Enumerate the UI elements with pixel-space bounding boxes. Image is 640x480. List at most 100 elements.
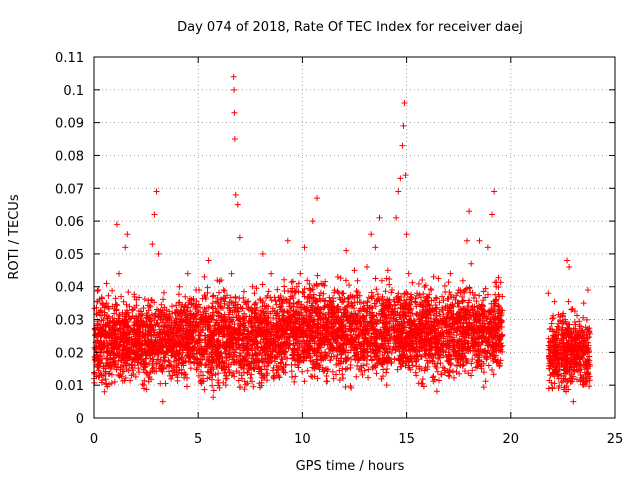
data-point [94,331,101,338]
data-point [115,357,122,364]
data-point [147,303,154,310]
data-point [135,369,142,376]
data-point [155,350,162,357]
data-point [274,286,281,293]
data-point [147,318,154,325]
data-point [128,327,135,334]
data-point [136,343,143,350]
data-point [123,307,130,314]
data-point [91,325,98,332]
data-point [149,342,156,349]
data-point [124,322,131,329]
data-point [145,297,152,304]
data-point [342,277,349,284]
data-point [148,376,155,383]
data-point [104,355,111,362]
data-point [171,366,178,373]
data-point [119,317,126,324]
data-point [383,382,390,389]
data-point [161,337,168,344]
data-point [250,383,257,390]
data-point [151,329,158,336]
data-points [91,73,593,405]
data-point [209,382,216,389]
data-point [446,373,453,380]
data-point [153,360,160,367]
data-point [157,339,164,346]
data-point [162,380,169,387]
data-point [147,369,154,376]
data-point [415,280,422,287]
data-point [173,316,180,323]
data-point [202,362,209,369]
data-point [144,370,151,377]
data-point [153,306,160,313]
data-point [192,356,199,363]
data-point [197,304,204,311]
data-point [165,363,172,370]
data-point [259,281,266,288]
data-point [128,361,135,368]
data-point [136,307,143,314]
data-point [201,305,208,312]
data-point [160,289,167,296]
data-point [131,293,138,300]
data-point [244,370,251,377]
data-point [275,367,282,374]
data-point [141,377,148,384]
data-point [281,276,288,283]
data-point [160,319,167,326]
data-point [268,297,275,304]
data-point [159,343,166,350]
data-point [92,357,99,364]
data-point [386,275,393,282]
data-point [135,336,142,343]
data-point [171,354,178,361]
data-point [152,322,159,329]
data-point [118,334,125,341]
data-point [139,341,146,348]
data-point [122,375,129,382]
data-point [248,371,255,378]
data-point [105,292,112,299]
data-point [379,373,386,380]
data-point [126,347,133,354]
data-point [144,330,151,337]
data-point [292,373,299,380]
data-point [93,345,100,352]
data-point [122,336,129,343]
data-point [174,377,181,384]
data-point [147,341,154,348]
data-point [353,373,360,380]
data-point [165,336,172,343]
data-point [145,307,152,314]
data-point [342,383,349,390]
data-point [141,296,148,303]
data-point [158,309,165,316]
data-point [118,373,125,380]
data-point [167,347,174,354]
data-point [249,283,256,290]
data-point [299,368,306,375]
data-point [161,323,168,330]
data-point [172,340,179,347]
data-point [430,373,437,380]
data-point [94,287,101,294]
data-point [167,321,174,328]
data-point [373,370,380,377]
data-point [169,303,176,310]
data-point [137,318,144,325]
data-point [104,383,111,390]
data-point [129,365,136,372]
data-point [212,371,219,378]
data-point [166,346,173,353]
data-point [138,319,145,326]
data-point [117,372,124,379]
data-point [450,374,457,381]
data-point [416,291,423,298]
data-point [148,296,155,303]
data-point [170,336,177,343]
data-point [240,288,247,295]
data-point [148,331,155,338]
data-point [114,302,121,309]
